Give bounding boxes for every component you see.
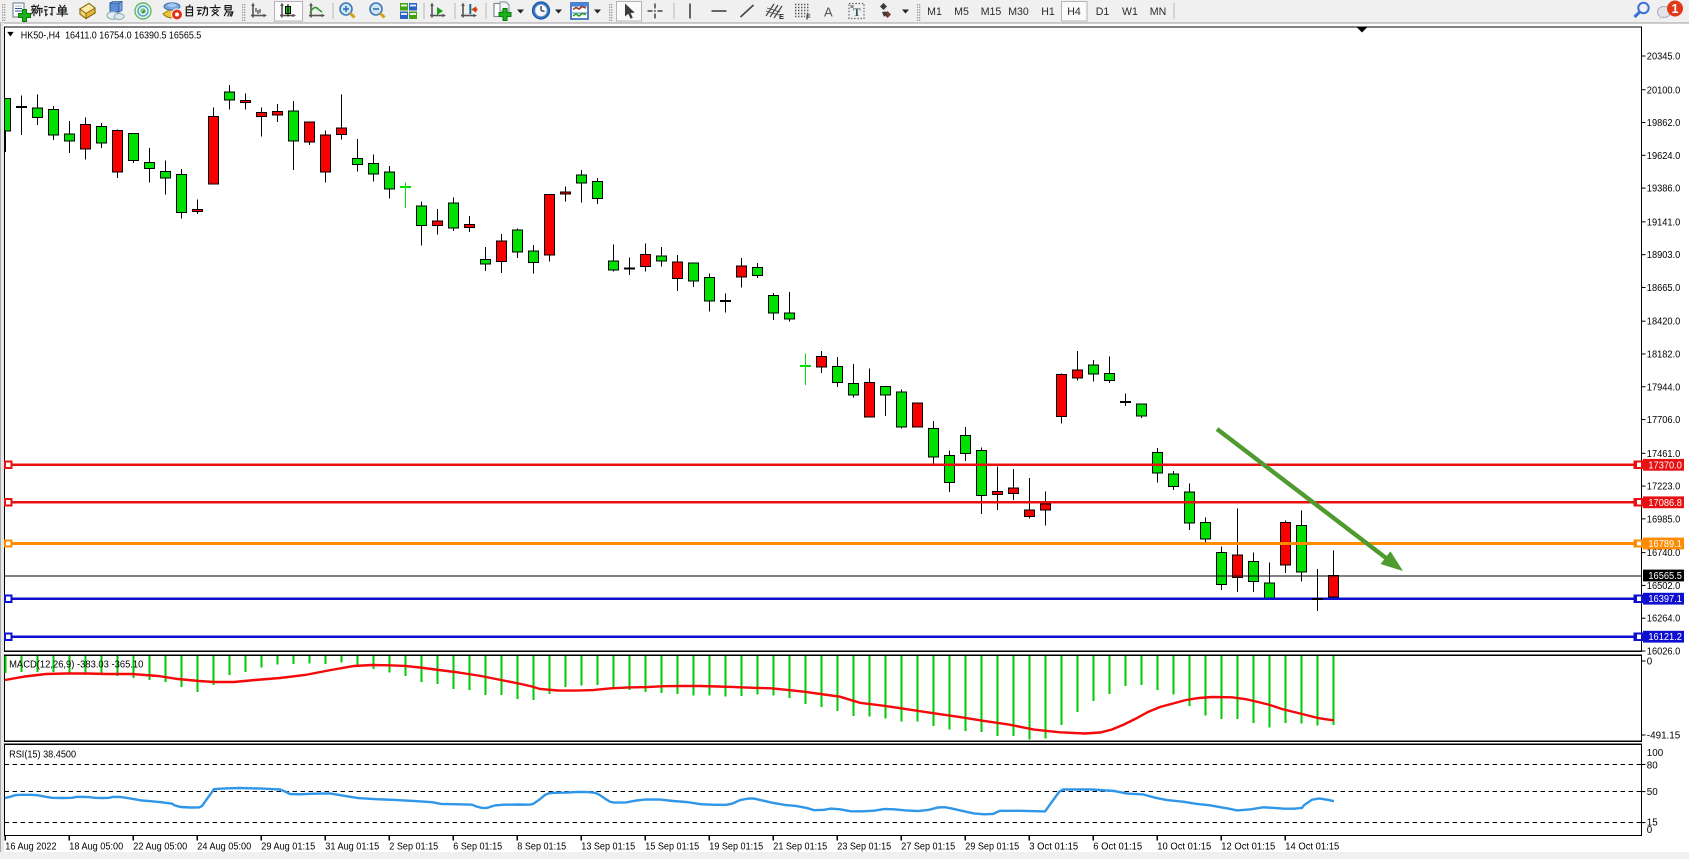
svg-text:1: 1 xyxy=(1672,2,1679,16)
svg-text:23 Sep 01:15: 23 Sep 01:15 xyxy=(837,841,891,852)
svg-text:3 Oct 01:15: 3 Oct 01:15 xyxy=(1029,841,1078,852)
svg-text:17370.0: 17370.0 xyxy=(1648,460,1682,471)
svg-text:15 Sep 01:15: 15 Sep 01:15 xyxy=(645,841,699,852)
svg-text:19386.0: 19386.0 xyxy=(1647,184,1681,195)
svg-text:22 Aug 05:00: 22 Aug 05:00 xyxy=(133,841,187,852)
svg-text:13 Sep 01:15: 13 Sep 01:15 xyxy=(581,841,635,852)
svg-text:14 Oct 01:15: 14 Oct 01:15 xyxy=(1285,841,1339,852)
svg-text:31 Aug 01:15: 31 Aug 01:15 xyxy=(325,841,379,852)
svg-text:20345.0: 20345.0 xyxy=(1647,52,1681,63)
svg-text:50: 50 xyxy=(1647,787,1658,798)
svg-text:17461.0: 17461.0 xyxy=(1647,449,1681,460)
svg-text:A: A xyxy=(824,5,833,20)
svg-text:18182.0: 18182.0 xyxy=(1647,349,1681,360)
svg-text:19141.0: 19141.0 xyxy=(1647,217,1681,228)
svg-text:18420.0: 18420.0 xyxy=(1647,317,1681,328)
svg-text:27 Sep 01:15: 27 Sep 01:15 xyxy=(901,841,955,852)
svg-text:16121.2: 16121.2 xyxy=(1648,632,1682,643)
svg-text:-491.15: -491.15 xyxy=(1647,731,1681,742)
svg-text:16026.0: 16026.0 xyxy=(1647,646,1681,657)
svg-text:0: 0 xyxy=(1647,657,1653,668)
svg-text:19624.0: 19624.0 xyxy=(1647,151,1681,162)
svg-text:100: 100 xyxy=(1647,748,1664,759)
svg-text:20100.0: 20100.0 xyxy=(1647,85,1681,96)
svg-text:29 Sep 01:15: 29 Sep 01:15 xyxy=(965,841,1019,852)
svg-text:18903.0: 18903.0 xyxy=(1647,250,1681,261)
svg-text:16 Aug 2022: 16 Aug 2022 xyxy=(5,841,57,852)
svg-text:HK50-,H4 16411.0 16754.0 1639: HK50-,H4 16411.0 16754.0 16390.5 16565.5 xyxy=(21,31,202,42)
svg-text:16740.0: 16740.0 xyxy=(1647,548,1681,559)
svg-text:17223.0: 17223.0 xyxy=(1647,482,1681,493)
svg-text:19 Sep 01:15: 19 Sep 01:15 xyxy=(709,841,763,852)
svg-text:16397.1: 16397.1 xyxy=(1648,594,1682,605)
svg-text:MN: MN xyxy=(1150,6,1166,18)
svg-text:H1: H1 xyxy=(1041,6,1055,18)
svg-text:17706.0: 17706.0 xyxy=(1647,415,1681,426)
svg-text:2 Sep 01:15: 2 Sep 01:15 xyxy=(389,841,438,852)
svg-text:8 Sep 01:15: 8 Sep 01:15 xyxy=(517,841,566,852)
svg-text:M1: M1 xyxy=(927,6,942,18)
svg-text:15: 15 xyxy=(1647,818,1658,829)
svg-text:M30: M30 xyxy=(1008,6,1029,18)
svg-text:19862.0: 19862.0 xyxy=(1647,118,1681,129)
svg-text:18665.0: 18665.0 xyxy=(1647,283,1681,294)
svg-text:D1: D1 xyxy=(1096,6,1110,18)
svg-text:12 Oct 01:15: 12 Oct 01:15 xyxy=(1221,841,1275,852)
svg-text:29 Aug 01:15: 29 Aug 01:15 xyxy=(261,841,315,852)
svg-text:16264.0: 16264.0 xyxy=(1647,614,1681,625)
svg-text:6 Oct 01:15: 6 Oct 01:15 xyxy=(1093,841,1142,852)
svg-text:16789.1: 16789.1 xyxy=(1648,539,1682,550)
svg-text:RSI(15) 38.4500: RSI(15) 38.4500 xyxy=(9,749,77,760)
svg-text:0: 0 xyxy=(1647,825,1653,836)
svg-text:E: E xyxy=(779,12,784,21)
svg-text:80: 80 xyxy=(1647,761,1658,772)
svg-text:16985.0: 16985.0 xyxy=(1647,514,1681,525)
svg-text:16565.5: 16565.5 xyxy=(1648,571,1682,582)
svg-text:21 Sep 01:15: 21 Sep 01:15 xyxy=(773,841,827,852)
svg-text:24 Aug 05:00: 24 Aug 05:00 xyxy=(197,841,251,852)
svg-text:6 Sep 01:15: 6 Sep 01:15 xyxy=(453,841,502,852)
svg-text:17086.8: 17086.8 xyxy=(1648,498,1682,509)
svg-text:W1: W1 xyxy=(1122,6,1138,18)
svg-text:M15: M15 xyxy=(981,6,1002,18)
svg-text:17944.0: 17944.0 xyxy=(1647,382,1681,393)
svg-text:M5: M5 xyxy=(954,6,969,18)
svg-text:10 Oct 01:15: 10 Oct 01:15 xyxy=(1157,841,1211,852)
svg-text:18 Aug 05:00: 18 Aug 05:00 xyxy=(69,841,123,852)
svg-text:16502.0: 16502.0 xyxy=(1647,581,1681,592)
svg-text:MACD(12,26,9) -383.03 -365.10: MACD(12,26,9) -383.03 -365.10 xyxy=(9,660,144,671)
svg-text:F: F xyxy=(806,13,811,22)
svg-text:H4: H4 xyxy=(1067,6,1081,18)
svg-text:T: T xyxy=(853,7,861,19)
